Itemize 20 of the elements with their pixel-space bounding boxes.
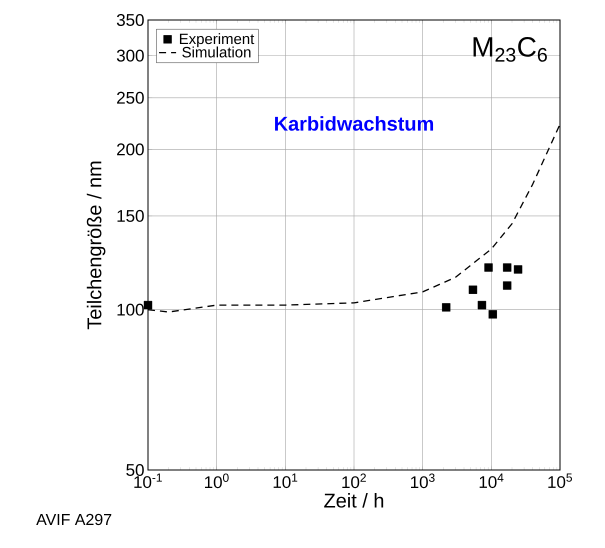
text: AVIF A297: [36, 514, 112, 526]
x-tick-label: 10$^{2}$: [342, 474, 366, 488]
annotation: M$_{23}$C$_{6}$: [474, 37, 547, 62]
y-tick-label: 200: [117, 143, 144, 156]
x-tick-label: 10$^{5}$: [548, 474, 572, 488]
y-tick-label: 50: [126, 464, 144, 476]
y-axis-title: Teilchengröße / nm: [86, 162, 106, 330]
y-tick-label: 250: [117, 92, 144, 104]
x-tick-label: 10$^{4}$: [480, 474, 504, 488]
x-tick-label: 10$^{1}$: [274, 474, 298, 488]
x-tick-label: 10$^{3}$: [411, 474, 435, 488]
legend-label: Simulation: [182, 46, 250, 58]
x-axis-title: Zeit / h: [324, 493, 384, 508]
annotation: Karbidwachstum: [275, 116, 434, 131]
y-tick-label: 350: [116, 14, 144, 26]
y-tick-label: 150: [118, 210, 144, 222]
legend-label: Experiment: [180, 33, 254, 48]
y-tick-label: 300: [116, 50, 144, 62]
x-tick-label: 10$^{0}$: [205, 474, 229, 488]
y-tick-label: 100: [118, 304, 144, 316]
